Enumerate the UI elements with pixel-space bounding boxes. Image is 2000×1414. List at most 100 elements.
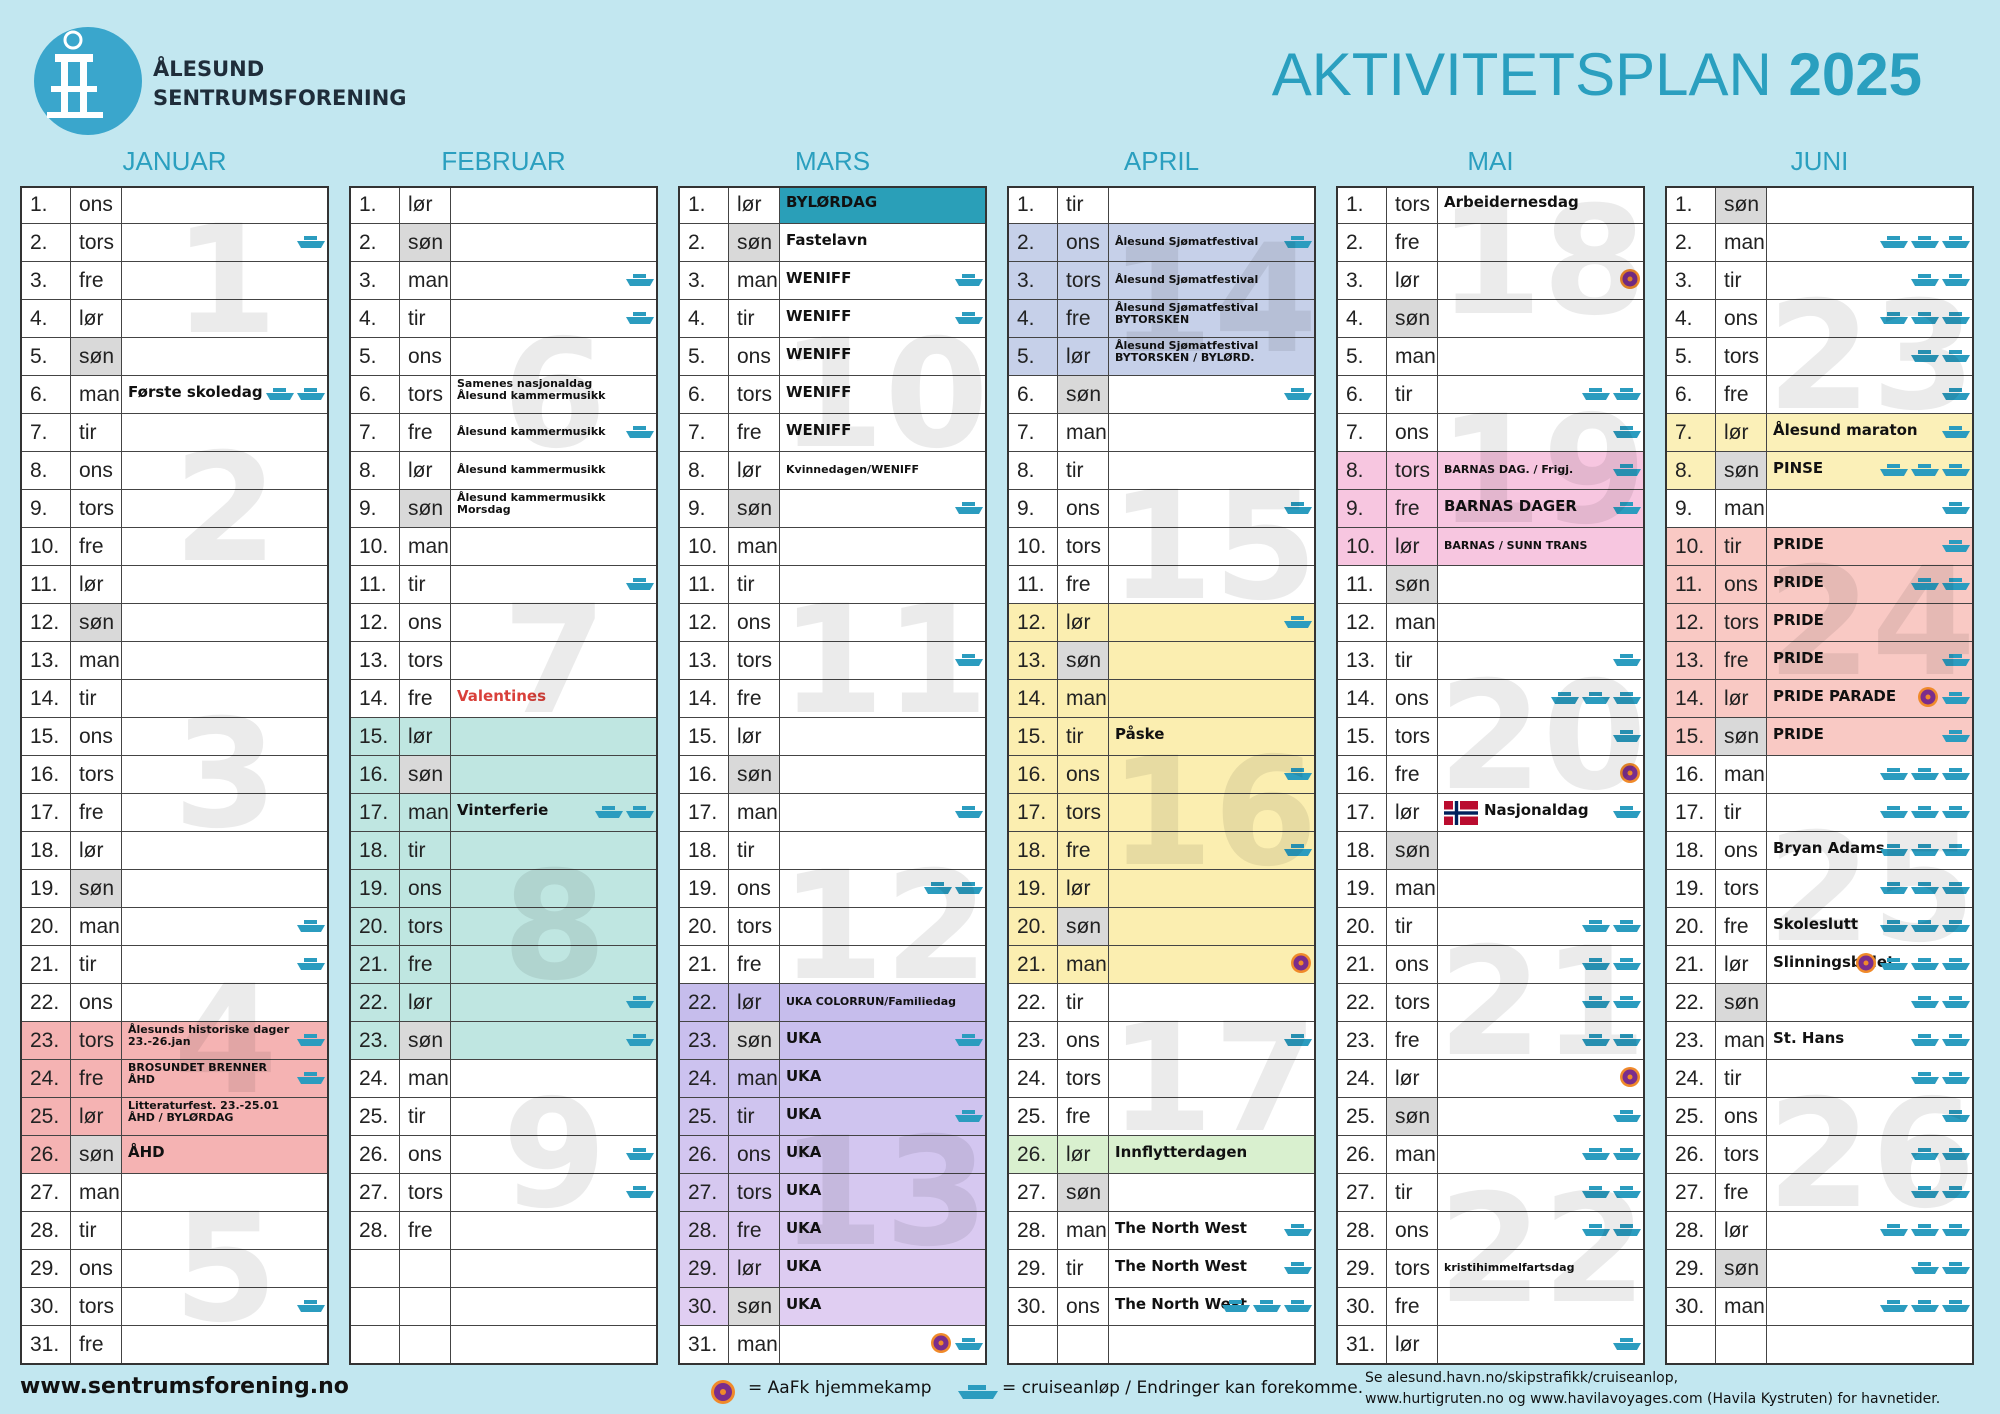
event-cell bbox=[122, 300, 329, 337]
weekday: man bbox=[1387, 604, 1438, 641]
day-number: 17. bbox=[1665, 794, 1716, 831]
ship-icon bbox=[626, 578, 654, 590]
event-cell bbox=[1438, 338, 1645, 375]
day-row: 28. ons bbox=[1336, 1212, 1645, 1250]
day-number: 28. bbox=[349, 1212, 400, 1249]
day-row: 1. tors Arbeidernesdag bbox=[1336, 186, 1645, 224]
ship-icon bbox=[266, 388, 294, 400]
weekday: søn bbox=[1387, 1098, 1438, 1135]
weekday: lør bbox=[400, 984, 451, 1021]
day-number: 16. bbox=[1665, 756, 1716, 793]
event-cell: Ålesunds historiske dager 23.-26.jan bbox=[122, 1022, 329, 1059]
event-cell bbox=[451, 1098, 658, 1135]
weekday: søn bbox=[729, 224, 780, 261]
event-cell: PRIDE PARADE bbox=[1767, 680, 1974, 717]
day-row: 12. søn bbox=[20, 604, 329, 642]
day-row: 22. lør UKA COLORRUN/Familiedag bbox=[678, 984, 987, 1022]
day-number: 13. bbox=[349, 642, 400, 679]
icon-group bbox=[1613, 653, 1641, 667]
day-number bbox=[1007, 1326, 1058, 1363]
day-number: 9. bbox=[1665, 490, 1716, 527]
weekday: lør bbox=[1716, 414, 1767, 451]
event-cell bbox=[1438, 1288, 1645, 1325]
day-number: 26. bbox=[1665, 1136, 1716, 1173]
ship-icon bbox=[626, 1034, 654, 1046]
day-row: 7. lør Ålesund maraton bbox=[1665, 414, 1974, 452]
day-number: 7. bbox=[678, 414, 729, 451]
weekday: tir bbox=[1387, 908, 1438, 945]
weekday: ons bbox=[729, 870, 780, 907]
weekday: ons bbox=[71, 718, 122, 755]
icon-group bbox=[1942, 501, 1970, 515]
day-row: 15. tir Påske bbox=[1007, 718, 1316, 756]
icon-group bbox=[1942, 1109, 1970, 1123]
weekday: tir bbox=[400, 566, 451, 603]
day-row: 24. lør bbox=[1336, 1060, 1645, 1098]
ship-icon bbox=[1911, 1300, 1939, 1312]
event-cell bbox=[122, 566, 329, 603]
day-number: 11. bbox=[20, 566, 71, 603]
day-number: 10. bbox=[1665, 528, 1716, 565]
ship-icon bbox=[1911, 958, 1939, 970]
weekday: fre bbox=[71, 1060, 122, 1097]
weekday: søn bbox=[400, 756, 451, 793]
day-row: 6. tors Samenes nasjonaldag Ålesund kammer… bbox=[349, 376, 658, 414]
icon-group bbox=[297, 1299, 325, 1313]
event-cell bbox=[122, 490, 329, 527]
day-row: 10. man bbox=[678, 528, 987, 566]
day-row: 26. lør Innflytterdagen bbox=[1007, 1136, 1316, 1174]
day-number: 2. bbox=[1007, 224, 1058, 261]
day-row: 10. man bbox=[349, 528, 658, 566]
event-cell bbox=[122, 832, 329, 869]
day-row: 22. tors bbox=[1336, 984, 1645, 1022]
day-row: 3. tir bbox=[1665, 262, 1974, 300]
day-row: 19. ons bbox=[349, 870, 658, 908]
event-cell bbox=[451, 262, 658, 299]
weekday: søn bbox=[1058, 908, 1109, 945]
event-text: BARNAS DAG. / Frigj. bbox=[1444, 463, 1574, 476]
day-row: 22. ons bbox=[20, 984, 329, 1022]
ship-icon bbox=[955, 1110, 983, 1122]
day-row: 4. lør bbox=[20, 300, 329, 338]
day-row: 21. fre bbox=[349, 946, 658, 984]
event-cell: Litteraturfest. 23.-25.01 ÅHD / BYLØRDAG bbox=[122, 1098, 329, 1135]
event-cell bbox=[451, 1136, 658, 1173]
day-number: 21. bbox=[20, 946, 71, 983]
ship-icon bbox=[1582, 1224, 1610, 1236]
day-row: 1. tir bbox=[1007, 186, 1316, 224]
weekday: tors bbox=[1716, 338, 1767, 375]
day-number: 19. bbox=[1007, 870, 1058, 907]
weekday: tir bbox=[400, 300, 451, 337]
weekday: man bbox=[1387, 338, 1438, 375]
ship-icon bbox=[1582, 996, 1610, 1008]
event-cell: Ålesund Sjømatfestival bbox=[1109, 262, 1316, 299]
ship-icon bbox=[1613, 1224, 1641, 1236]
event-cell bbox=[1438, 1022, 1645, 1059]
icon-group bbox=[1880, 881, 1970, 895]
day-number: 22. bbox=[678, 984, 729, 1021]
month-name: JANUAR bbox=[122, 146, 227, 176]
event-cell: BARNAS DAGER bbox=[1438, 490, 1645, 527]
day-row: 23. søn UKA bbox=[678, 1022, 987, 1060]
ship-icon bbox=[1942, 844, 1970, 856]
day-row: 2. søn Fastelavn bbox=[678, 224, 987, 262]
event-cell bbox=[451, 1212, 658, 1249]
weekday: ons bbox=[400, 1136, 451, 1173]
weekday: tors bbox=[71, 490, 122, 527]
weekday: tors bbox=[1716, 1136, 1767, 1173]
icon-group bbox=[1911, 1147, 1970, 1161]
ship-icon bbox=[1942, 1300, 1970, 1312]
day-row: 10. tir PRIDE bbox=[1665, 528, 1974, 566]
ship-icon bbox=[1911, 464, 1939, 476]
weekday: man bbox=[1716, 1022, 1767, 1059]
weekday: tir bbox=[729, 566, 780, 603]
event-cell bbox=[1438, 832, 1645, 869]
event-cell bbox=[122, 1250, 329, 1287]
event-cell bbox=[451, 984, 658, 1021]
weekday: tors bbox=[729, 376, 780, 413]
day-row: 27. tors bbox=[349, 1174, 658, 1212]
weekday: lør bbox=[400, 452, 451, 489]
icon-group bbox=[1613, 805, 1641, 819]
day-number: 30. bbox=[1665, 1288, 1716, 1325]
